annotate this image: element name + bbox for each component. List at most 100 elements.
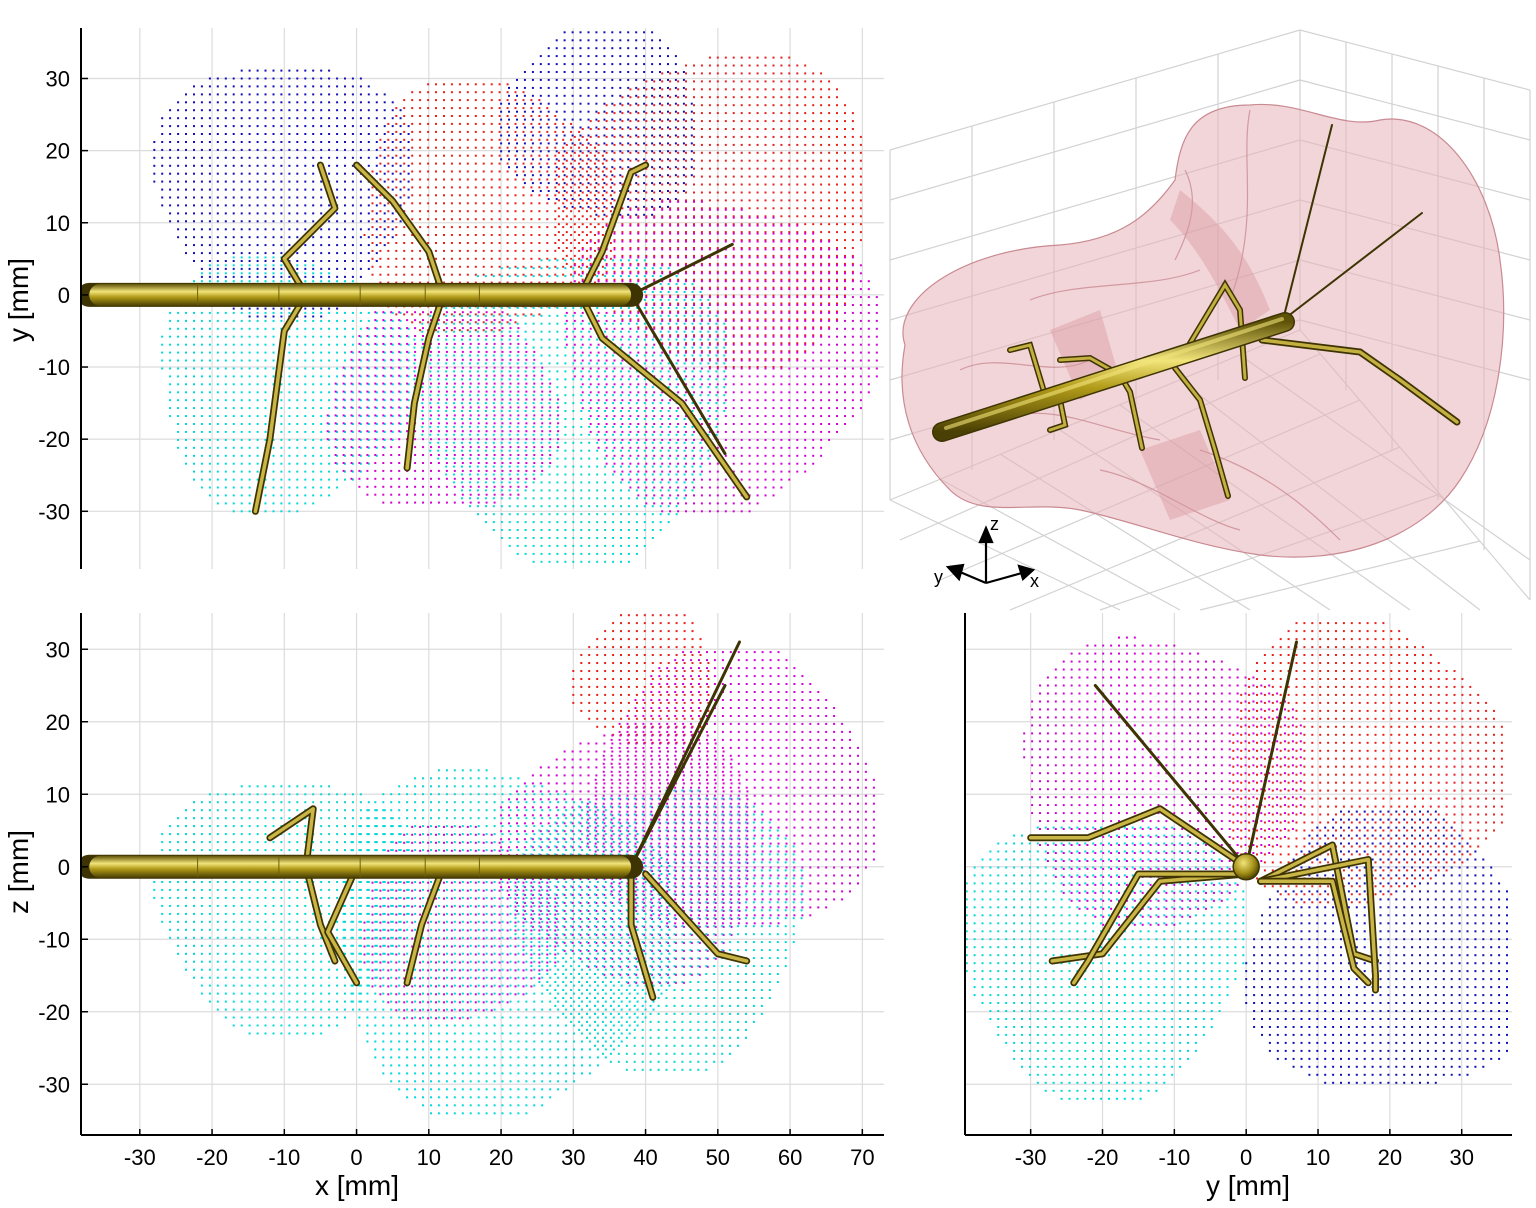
- region-point: [208, 267, 211, 270]
- region-point: [724, 120, 727, 123]
- region-point: [645, 135, 648, 138]
- region-point: [383, 319, 386, 322]
- region-point: [383, 311, 386, 314]
- region-point: [375, 148, 378, 151]
- region-point: [485, 382, 488, 385]
- region-point: [429, 314, 432, 317]
- region-point: [437, 449, 440, 452]
- region-point: [177, 359, 180, 362]
- region-point: [828, 88, 831, 91]
- region-point: [264, 391, 267, 394]
- region-point: [193, 446, 195, 449]
- region-point: [748, 278, 751, 281]
- region-point: [716, 88, 719, 91]
- region-point: [367, 391, 370, 394]
- region-point: [748, 366, 751, 368]
- region-point: [517, 430, 520, 433]
- region-point: [549, 398, 552, 401]
- region-point: [643, 71, 646, 73]
- region-point: [651, 110, 654, 113]
- region-point: [477, 335, 480, 337]
- region-point: [546, 107, 549, 110]
- region-point: [312, 236, 315, 239]
- region-point: [669, 151, 672, 154]
- region-point: [344, 141, 346, 143]
- region-point: [716, 318, 719, 321]
- region-point: [501, 398, 504, 401]
- region-point: [651, 205, 654, 208]
- region-point: [589, 247, 592, 249]
- region-point: [605, 215, 608, 218]
- region-point: [320, 267, 323, 270]
- region-point: [851, 239, 854, 242]
- region-point: [351, 391, 354, 394]
- region-point: [541, 469, 544, 472]
- region-point: [272, 196, 275, 199]
- region-point: [539, 134, 542, 137]
- region-point: [563, 158, 566, 161]
- region-point: [482, 313, 485, 316]
- region-point: [748, 239, 751, 242]
- region-point: [493, 438, 496, 441]
- region-point: [490, 162, 493, 165]
- region-point: [820, 88, 823, 91]
- region-point: [474, 115, 477, 117]
- region-point: [716, 112, 719, 115]
- region-point: [344, 156, 346, 159]
- region-point: [674, 166, 677, 169]
- region-point: [740, 191, 743, 194]
- region-point: [603, 134, 606, 137]
- region-point: [427, 234, 430, 236]
- region-point: [667, 198, 669, 200]
- region-point: [700, 96, 703, 99]
- region-point: [756, 326, 759, 329]
- region-point: [538, 234, 541, 236]
- region-point: [589, 135, 592, 138]
- region-point: [601, 186, 604, 189]
- region-point: [627, 71, 630, 73]
- region-point: [509, 374, 512, 377]
- region-point: [474, 321, 477, 324]
- region-point: [643, 190, 646, 192]
- region-point: [177, 335, 180, 338]
- region-point: [516, 142, 518, 145]
- region-point: [836, 104, 838, 107]
- region-point: [399, 327, 402, 330]
- region-point: [562, 234, 565, 236]
- region-point: [595, 174, 598, 177]
- region-point: [232, 244, 235, 247]
- region-point: [296, 494, 299, 497]
- region-point: [399, 311, 402, 314]
- region-point: [248, 335, 251, 338]
- region-point: [466, 249, 469, 252]
- region-point: [690, 166, 693, 169]
- region-point: [411, 130, 414, 133]
- region-point: [328, 267, 331, 270]
- region-point: [788, 294, 791, 297]
- region-point: [788, 80, 791, 83]
- region-point: [256, 415, 259, 418]
- region-point: [677, 278, 680, 281]
- region-point: [477, 366, 480, 369]
- region-point: [538, 154, 541, 157]
- region-point: [264, 69, 267, 72]
- region-point: [296, 462, 299, 465]
- region-point: [342, 462, 345, 464]
- region-point: [517, 422, 520, 425]
- region-point: [312, 423, 315, 425]
- region-point: [669, 254, 672, 257]
- region-point: [161, 188, 164, 191]
- region-point: [740, 88, 743, 91]
- region-point: [419, 265, 422, 268]
- region-point: [407, 125, 410, 128]
- region-point: [820, 135, 823, 138]
- region-point: [506, 202, 509, 205]
- region-point: [232, 272, 235, 275]
- region-point: [224, 244, 227, 247]
- region-point: [531, 102, 534, 105]
- region-point: [312, 252, 315, 255]
- region-point: [458, 257, 461, 260]
- region-point: [437, 441, 440, 444]
- region-point: [820, 167, 823, 170]
- region-point: [724, 159, 727, 162]
